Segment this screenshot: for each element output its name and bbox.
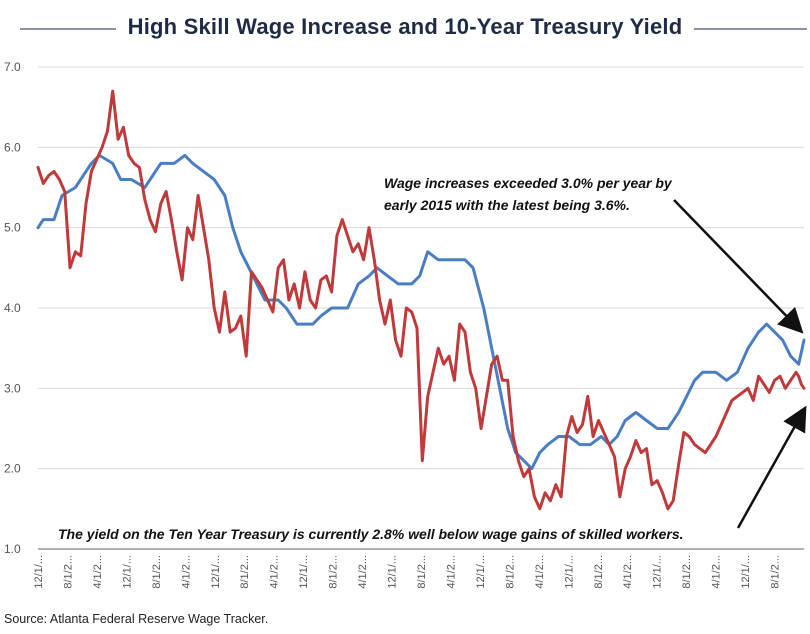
x-tick-label: 12/1/... [210,555,222,589]
y-tick-label: 5.0 [4,221,21,235]
x-tick-label: 8/1/2... [328,555,340,589]
x-tick-label: 8/1/2... [681,555,693,589]
y-tick-label: 3.0 [4,381,21,395]
x-tick-label: 4/1/2... [180,555,192,589]
x-tick-label: 4/1/2... [92,555,104,589]
x-tick-label: 12/1/... [563,555,575,589]
y-axis-labels: 1.0 2.0 3.0 4.0 5.0 6.0 7.0 [4,60,21,556]
x-tick-label: 8/1/2... [504,555,516,589]
series-lines [36,89,806,511]
x-tick-label: 8/1/2... [416,555,428,589]
title-rule-left [20,28,122,30]
x-tick-label: 12/1/... [740,555,752,589]
x-tick-label: 12/1/... [475,555,487,589]
chart-title: High Skill Wage Increase and 10-Year Tre… [0,14,810,40]
x-tick-label: 8/1/2... [593,555,605,589]
y-tick-label: 7.0 [4,60,21,74]
title-rule-right [689,28,807,30]
x-tick-label: 12/1/... [652,555,664,589]
y-tick-label: 6.0 [4,140,21,154]
annotation-treasury-yield: The yield on the Ten Year Treasury is cu… [58,526,684,542]
x-tick-label: 8/1/2... [239,555,251,589]
y-tick-label: 1.0 [4,542,21,556]
y-tick-label: 2.0 [4,462,21,476]
yield-series-line [36,89,806,511]
x-tick-label: 8/1/2... [62,555,74,589]
x-tick-label: 4/1/2... [445,555,457,589]
grid-lines [38,66,804,550]
y-tick-label: 4.0 [4,301,21,315]
x-tick-label: 8/1/2... [770,555,782,589]
annotation-wage-increase: Wage increases exceeded 3.0% per year by… [384,175,672,213]
x-tick-label: 4/1/2... [534,555,546,589]
x-tick-label: 8/1/2... [151,555,163,589]
arrow-to-wage-line [673,199,804,334]
x-tick-label: 12/1/... [387,555,399,589]
x-tick-label: 12/1/... [121,555,133,589]
x-tick-label: 12/1/... [298,555,310,589]
x-tick-label: 4/1/2... [711,555,723,589]
wage-series-line [36,153,806,471]
x-tick-label: 4/1/2... [269,555,281,589]
x-axis-labels: 12/1/... 8/1/2... 4/1/2... 12/1/... 8/1/2...… [33,555,782,589]
source-note: Source: Atlanta Federal Reserve Wage Tra… [4,612,269,626]
x-tick-label: 4/1/2... [622,555,634,589]
arrow-to-yield-line [736,405,807,529]
x-tick-label: 4/1/2... [357,555,369,589]
x-tick-label: 12/1/... [33,555,45,589]
